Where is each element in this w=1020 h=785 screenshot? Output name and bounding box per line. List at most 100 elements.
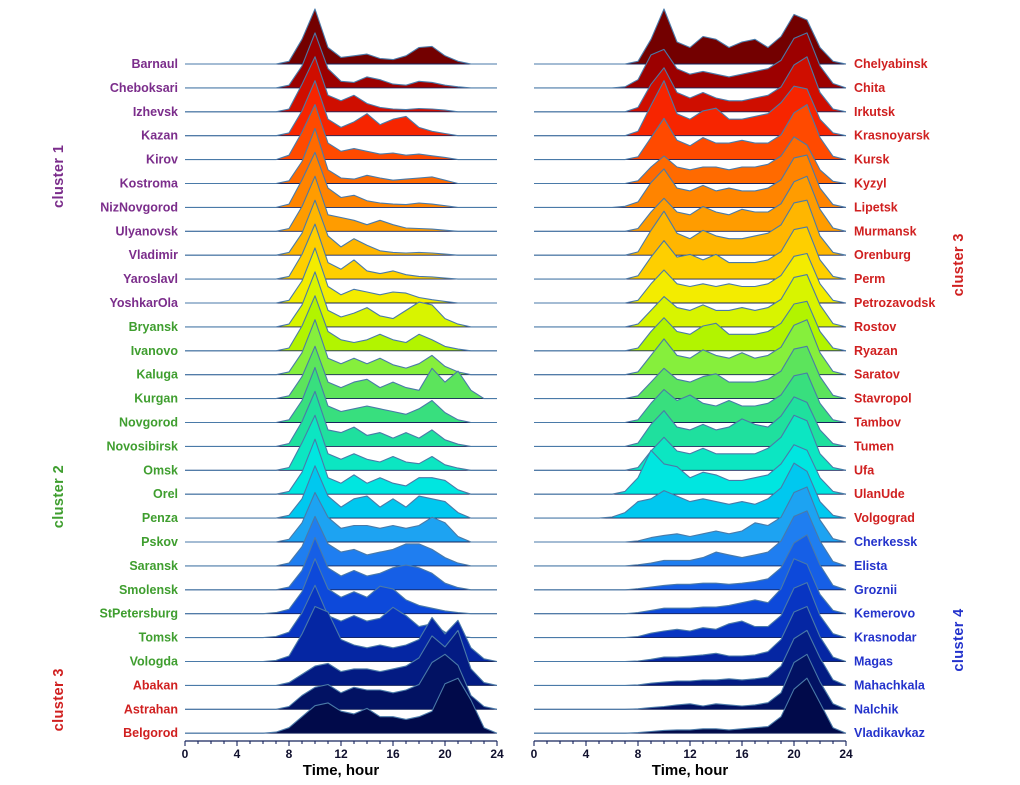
city-label-Rostov: Rostov bbox=[854, 320, 896, 334]
ridge-outline-Kemerovo bbox=[534, 558, 847, 615]
city-label-Astrahan: Astrahan bbox=[124, 702, 178, 716]
city-label-Kurgan: Kurgan bbox=[134, 392, 178, 406]
city-label-Bryansk: Bryansk bbox=[129, 320, 178, 334]
x-tick-label-left-12: 12 bbox=[334, 747, 348, 761]
ridge-area-Chita bbox=[534, 32, 846, 88]
ridge-outline-Vologda bbox=[185, 605, 498, 663]
x-tick-label-left-16: 16 bbox=[386, 747, 400, 761]
ridge-outline-Petrozavodsk bbox=[534, 252, 847, 304]
city-label-Cherkessk: Cherkessk bbox=[854, 535, 917, 549]
ridge-outline-Penza bbox=[185, 465, 497, 519]
ridge-area-Krasnoyarsk bbox=[534, 80, 846, 136]
city-label-Chita: Chita bbox=[854, 81, 886, 95]
ridge-area-Ivanovo bbox=[185, 295, 497, 351]
ridge-area-Tambov bbox=[534, 373, 846, 423]
ridge-outline-Vladimir bbox=[185, 199, 497, 256]
ridge-area-Pskov bbox=[185, 492, 497, 542]
city-label-Novosibirsk: Novosibirsk bbox=[106, 439, 178, 453]
ridge-outline-Novosibirsk bbox=[185, 390, 497, 447]
ridge-area-Kursk bbox=[534, 104, 846, 160]
ridge-area-Ryazan bbox=[534, 301, 846, 351]
x-axis-title-right: Time, hour bbox=[651, 762, 729, 779]
ridge-area-Novosibirsk bbox=[185, 391, 497, 447]
city-label-Novgorod: Novgorod bbox=[119, 416, 178, 430]
ridge-area-Orel bbox=[185, 439, 497, 495]
ridge-area-Bryansk bbox=[185, 271, 497, 327]
city-label-NizNovgorod: NizNovgorod bbox=[100, 200, 178, 214]
ridge-area-Volgograd bbox=[534, 463, 846, 519]
ridge-outline-Chelyabinsk bbox=[534, 8, 847, 65]
city-label-Perm: Perm bbox=[854, 272, 885, 286]
city-label-Barnaul: Barnaul bbox=[131, 57, 178, 71]
city-label-UlanUde: UlanUde bbox=[854, 487, 905, 501]
ridge-area-Astrahan bbox=[185, 654, 497, 710]
ridge-outline-StPetersburg bbox=[185, 558, 497, 615]
ridge-area-Barnaul bbox=[185, 9, 497, 64]
city-label-Nalchik: Nalchik bbox=[854, 702, 899, 716]
city-label-Petrozavodsk: Petrozavodsk bbox=[854, 296, 935, 310]
city-label-Saratov: Saratov bbox=[854, 368, 900, 382]
ridge-outline-Barnaul bbox=[185, 8, 497, 65]
ridge-outline-Ulyanovsk bbox=[185, 175, 497, 232]
city-label-Penza: Penza bbox=[142, 511, 179, 525]
ridge-outline-Yaroslavl bbox=[185, 223, 497, 280]
ridge-outline-Lipetsk bbox=[534, 154, 847, 208]
ridge-area-Rostov bbox=[534, 274, 846, 327]
x-tick-label-left-20: 20 bbox=[438, 747, 452, 761]
city-label-Belgorod: Belgorod bbox=[123, 726, 178, 740]
ridge-area-Smolensk bbox=[185, 537, 497, 590]
ridge-outline-Smolensk bbox=[185, 536, 497, 591]
ridge-outline-Magas bbox=[534, 605, 847, 663]
ridge-area-Ulyanovsk bbox=[185, 176, 497, 232]
ridge-outline-Ivanovo bbox=[185, 295, 497, 352]
cluster-label-right-4: cluster 4 bbox=[951, 608, 967, 671]
city-label-Smolensk: Smolensk bbox=[119, 583, 178, 597]
city-label-Kemerovo: Kemerovo bbox=[854, 607, 915, 621]
ridge-outline-Cheboksari bbox=[185, 32, 497, 89]
city-label-Kaluga: Kaluga bbox=[136, 368, 179, 382]
ridge-outline-Rostov bbox=[534, 274, 847, 328]
ridge-outline-Nalchik bbox=[534, 653, 847, 710]
x-tick-label-right-0: 0 bbox=[531, 747, 538, 761]
city-label-Saransk: Saransk bbox=[129, 559, 178, 573]
ridge-area-Vologda bbox=[185, 606, 497, 662]
ridge-outline-Krasnoyarsk bbox=[534, 80, 847, 137]
ridge-outline-Cherkessk bbox=[534, 486, 847, 543]
city-label-Krasnodar: Krasnodar bbox=[854, 631, 917, 645]
city-label-Cheboksari: Cheboksari bbox=[110, 81, 178, 95]
city-label-Pskov: Pskov bbox=[141, 535, 178, 549]
city-label-Magas: Magas bbox=[854, 655, 893, 669]
ridge-area-Tomsk bbox=[185, 585, 497, 638]
ridge-area-Lipetsk bbox=[534, 155, 846, 208]
city-label-Volgograd: Volgograd bbox=[854, 511, 915, 525]
city-label-Orenburg: Orenburg bbox=[854, 248, 911, 262]
city-label-Orel: Orel bbox=[153, 487, 178, 501]
ridge-area-Tumen bbox=[534, 396, 846, 447]
city-label-Kazan: Kazan bbox=[141, 129, 178, 143]
ridge-outline-Tumen bbox=[534, 396, 847, 447]
x-tick-label-left-24: 24 bbox=[490, 747, 504, 761]
x-tick-label-left-0: 0 bbox=[182, 747, 189, 761]
ridge-outline-Kursk bbox=[534, 104, 847, 161]
city-label-Ivanovo: Ivanovo bbox=[131, 344, 179, 358]
ridge-area-Abakan bbox=[185, 630, 497, 686]
ridge-outline-Elista bbox=[534, 510, 847, 567]
ridge-area-Saratov bbox=[534, 319, 846, 375]
ridge-outline-Saratov bbox=[534, 319, 847, 376]
city-label-Tumen: Tumen bbox=[854, 439, 894, 453]
ridge-outline-Abakan bbox=[185, 629, 498, 686]
ridge-outline-Krasnodar bbox=[534, 582, 847, 639]
ridge-outline-Omsk bbox=[185, 414, 497, 471]
city-label-Stavropol: Stavropol bbox=[854, 392, 912, 406]
x-tick-label-left-4: 4 bbox=[234, 747, 241, 761]
x-tick-label-right-8: 8 bbox=[635, 747, 642, 761]
ridge-area-Penza bbox=[185, 465, 497, 519]
x-tick-label-right-4: 4 bbox=[583, 747, 590, 761]
ridge-area-Irkutsk bbox=[534, 56, 846, 112]
x-tick-label-right-16: 16 bbox=[735, 747, 749, 761]
city-label-Krasnoyarsk: Krasnoyarsk bbox=[854, 129, 930, 143]
city-label-Elista: Elista bbox=[854, 559, 888, 573]
city-label-Groznii: Groznii bbox=[854, 583, 897, 597]
ridge-outline-Irkutsk bbox=[534, 56, 847, 113]
